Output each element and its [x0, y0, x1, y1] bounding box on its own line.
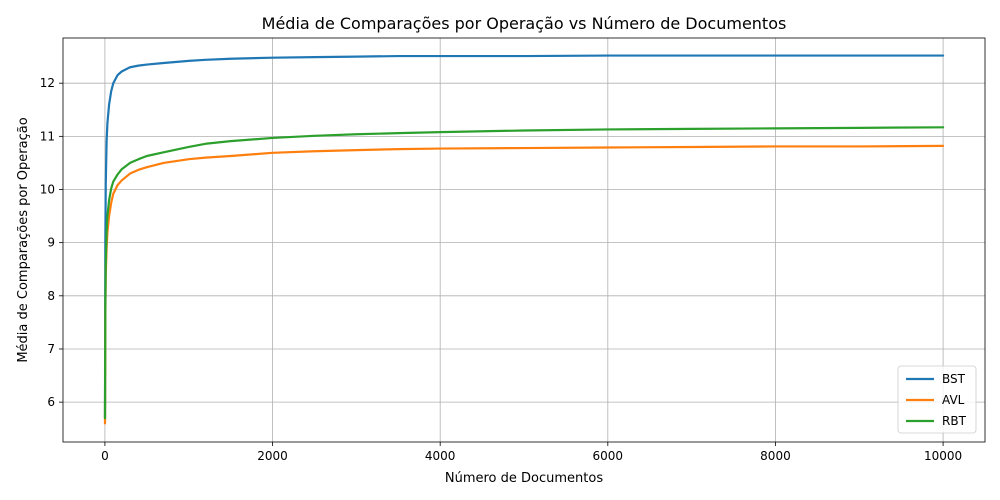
- legend-label-rbt: RBT: [942, 414, 967, 428]
- series-lines: [103, 54, 945, 425]
- series-line-avl: [103, 144, 945, 425]
- x-tick-label: 0: [101, 449, 109, 463]
- y-tick-label: 6: [47, 395, 55, 409]
- x-tick-label: 10000: [924, 449, 962, 463]
- legend-label-avl: AVL: [942, 393, 965, 407]
- x-tick-label: 4000: [425, 449, 456, 463]
- axis-ticks: 0 2000 4000 6000 8000 10000 6 7 8 9 10 11 12: [40, 76, 962, 463]
- x-axis-label: Número de Documentos: [445, 471, 603, 486]
- series-line-rbt: [103, 126, 945, 420]
- y-tick-label: 7: [47, 342, 55, 356]
- legend-label-bst: BST: [942, 372, 966, 386]
- axes-frame: [62, 37, 986, 443]
- series-line-bst: [103, 54, 945, 420]
- y-tick-label: 11: [40, 129, 55, 143]
- y-tick-label: 8: [47, 289, 55, 303]
- x-tick-label: 2000: [257, 449, 288, 463]
- x-tick-label: 6000: [593, 449, 624, 463]
- chart-title: Média de Comparações por Operação vs Núm…: [262, 14, 787, 33]
- legend-box: [897, 365, 977, 434]
- y-tick-label: 9: [47, 236, 55, 250]
- y-tick-label: 10: [40, 183, 55, 197]
- grid: [63, 38, 985, 442]
- y-tick-label: 12: [40, 76, 55, 90]
- y-axis-label: Média de Comparações por Operação: [16, 117, 31, 362]
- legend: BST AVL RBT: [897, 365, 977, 434]
- x-tick-label: 8000: [760, 449, 791, 463]
